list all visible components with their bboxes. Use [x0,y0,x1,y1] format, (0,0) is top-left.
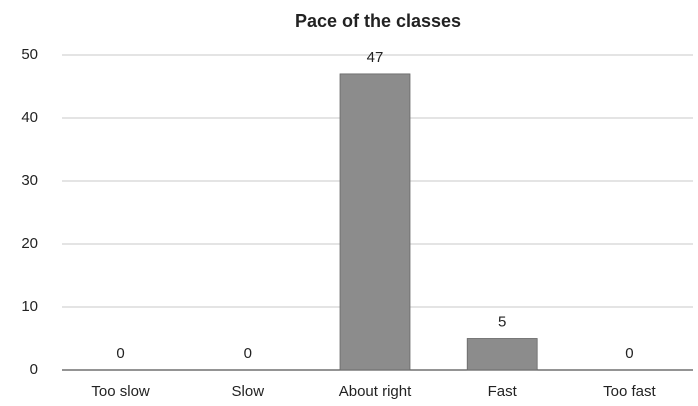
x-tick-label: About right [339,383,412,400]
x-tick-label: Too fast [603,383,656,400]
y-tick-label: 0 [30,361,38,378]
y-tick-label: 50 [21,46,38,63]
x-tick-label: Too slow [91,383,150,400]
y-tick-label: 20 [21,235,38,252]
bar [339,73,411,371]
bar [466,338,538,371]
data-label: 47 [367,49,384,66]
y-tick-label: 10 [21,298,38,315]
data-label: 0 [244,345,252,362]
chart-title: Pace of the classes [295,11,461,31]
data-label: 0 [116,345,124,362]
data-label: 5 [498,313,506,330]
y-tick-label: 30 [21,172,38,189]
data-label: 0 [625,345,633,362]
y-tick-label: 40 [21,109,38,126]
x-tick-label: Slow [232,383,265,400]
x-tick-label: Fast [488,383,518,400]
